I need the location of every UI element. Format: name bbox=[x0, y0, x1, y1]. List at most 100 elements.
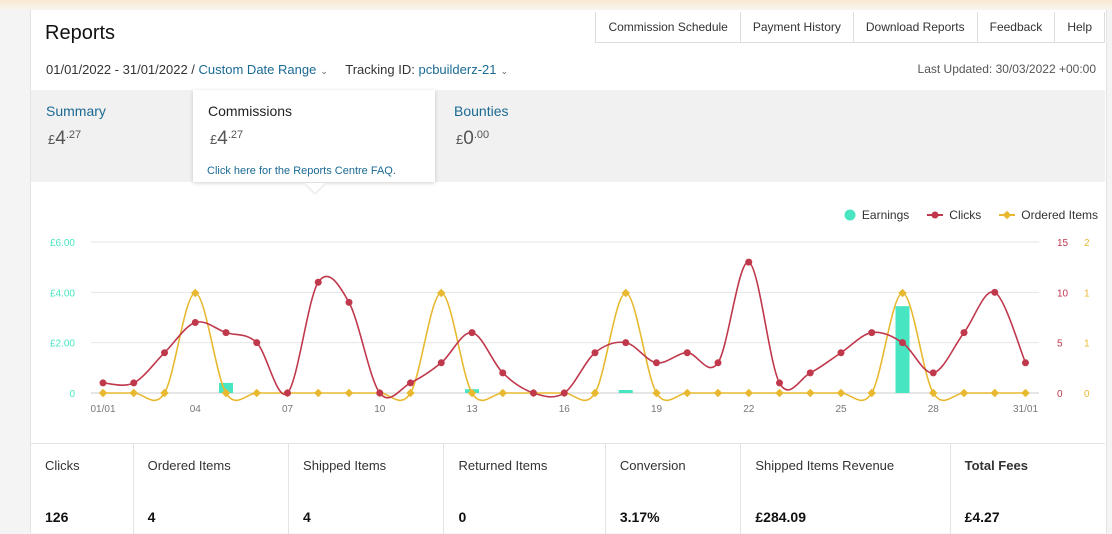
clicks-point bbox=[345, 298, 353, 306]
ordered-items-point bbox=[867, 388, 876, 398]
ordered-items-point bbox=[929, 388, 938, 398]
payment-history-button[interactable]: Payment History bbox=[739, 12, 853, 42]
tab-summary[interactable]: Summary £4.27 bbox=[31, 90, 193, 182]
earnings-bar bbox=[895, 306, 910, 393]
clicks-point bbox=[222, 329, 230, 337]
faq-link[interactable]: Click here for the Reports Centre FAQ. bbox=[207, 165, 396, 177]
ordered-items-point bbox=[498, 388, 507, 398]
legend-earnings[interactable]: Earnings bbox=[844, 208, 909, 222]
ordered-items-point bbox=[221, 388, 231, 398]
clicks-point bbox=[130, 379, 138, 387]
clicks-line bbox=[102, 261, 1027, 399]
commission-schedule-button[interactable]: Commission Schedule bbox=[608, 20, 728, 34]
bounties-amount: £0.00 bbox=[456, 128, 490, 149]
summary-tabs: Summary £4.27 Commissions £4.27 Click he… bbox=[31, 90, 1105, 182]
clicks-point bbox=[714, 359, 722, 367]
ordered-items-point bbox=[344, 388, 354, 398]
ordered-items-point bbox=[437, 288, 446, 298]
summary-amount: £4.27 bbox=[48, 128, 82, 149]
ordered-items-point bbox=[621, 288, 630, 298]
x-tick-label: 28 bbox=[928, 404, 940, 415]
ordered-items-point bbox=[406, 388, 415, 398]
clicks-point bbox=[191, 319, 199, 327]
ordered-items-point bbox=[590, 388, 600, 398]
ordered-items-point bbox=[990, 388, 999, 398]
ordered-items-point bbox=[252, 388, 261, 398]
y-right-ordered-tick-label: 2 bbox=[1084, 238, 1090, 249]
clicks-point bbox=[253, 339, 261, 347]
tab-commissions-label: Commissions bbox=[208, 103, 293, 119]
stat-returned-items: Returned Items 0 bbox=[444, 444, 606, 534]
clicks-point bbox=[899, 339, 906, 347]
chevron-down-icon[interactable]: ⌄ bbox=[320, 66, 328, 76]
clicks-point bbox=[868, 329, 876, 337]
x-tick-label: 19 bbox=[651, 404, 663, 415]
tracking-id-dropdown[interactable]: pcbuilderz-21 bbox=[418, 62, 497, 77]
x-tick-label: 07 bbox=[282, 404, 294, 415]
y-right-clicks-tick-label: 10 bbox=[1057, 288, 1069, 299]
y-left-tick-label: £2.00 bbox=[50, 339, 75, 350]
x-tick-label: 01/01 bbox=[90, 404, 115, 415]
date-range-dropdown[interactable]: Custom Date Range bbox=[198, 62, 317, 77]
y-left-tick-label: £6.00 bbox=[50, 238, 75, 249]
tab-bounties-label: Bounties bbox=[454, 103, 509, 119]
filter-bar: 01/01/2022 - 31/01/2022 / Custom Date Ra… bbox=[46, 62, 522, 77]
ordered-items-point bbox=[98, 388, 108, 398]
y-right-ordered-tick-label: 1 bbox=[1084, 288, 1090, 299]
ordered-items-point bbox=[898, 288, 907, 298]
x-tick-label: 10 bbox=[374, 404, 386, 415]
ordered-items-point bbox=[713, 388, 723, 398]
download-reports-button[interactable]: Download Reports bbox=[852, 12, 977, 42]
clicks-point bbox=[837, 349, 845, 357]
ordered-items-point bbox=[652, 388, 661, 398]
clicks-point bbox=[560, 389, 568, 397]
y-right-clicks-tick-label: 5 bbox=[1057, 339, 1063, 350]
ordered-items-point bbox=[836, 388, 846, 398]
ordered-items-point bbox=[775, 388, 784, 398]
legend-clicks[interactable]: Clicks bbox=[927, 208, 981, 222]
ordered-items-point bbox=[467, 388, 477, 398]
ordered-items-point bbox=[160, 388, 169, 398]
clicks-point bbox=[314, 278, 322, 286]
clicks-point bbox=[468, 329, 476, 337]
commissions-amount: £4.27 bbox=[210, 128, 244, 149]
chevron-down-icon[interactable]: ⌄ bbox=[500, 66, 509, 76]
stat-ordered-items: Ordered Items 4 bbox=[134, 444, 290, 534]
y-right-ordered-tick-label: 1 bbox=[1084, 339, 1090, 350]
page-title: Reports bbox=[45, 22, 116, 44]
tab-bounties[interactable]: Bounties £0.00 bbox=[439, 90, 639, 182]
chart-legend: Earnings Clicks Ordered Items bbox=[844, 208, 1098, 222]
clicks-point bbox=[591, 349, 599, 357]
y-left-tick-label: £4.00 bbox=[50, 288, 75, 299]
top-banner bbox=[0, 0, 1112, 10]
stat-clicks: Clicks 126 bbox=[31, 444, 134, 534]
ordered-items-point bbox=[806, 388, 815, 398]
clicks-point bbox=[929, 369, 937, 377]
x-tick-label: 16 bbox=[559, 404, 571, 415]
clicks-point bbox=[530, 389, 537, 397]
clicks-point bbox=[683, 349, 691, 357]
ordered-items-point bbox=[191, 288, 200, 298]
tab-commissions[interactable]: Commissions £4.27 Click here for the Rep… bbox=[193, 90, 435, 182]
y-left-tick-label: 0 bbox=[69, 389, 75, 400]
x-tick-label: 25 bbox=[835, 404, 847, 415]
stat-total-fees: Total Fees £4.27 bbox=[964, 458, 1028, 525]
report-nav: Commission Schedule Payment History Down… bbox=[595, 12, 1105, 43]
clicks-point bbox=[991, 288, 999, 296]
clicks-point bbox=[960, 329, 968, 337]
y-right-clicks-tick-label: 0 bbox=[1057, 389, 1063, 400]
y-right-ordered-tick-label: 0 bbox=[1084, 389, 1090, 400]
clicks-point bbox=[499, 369, 507, 377]
ordered-items-point bbox=[959, 388, 969, 398]
earnings-bar bbox=[219, 382, 233, 393]
clicks-point bbox=[1022, 359, 1029, 367]
help-button[interactable]: Help bbox=[1054, 12, 1104, 42]
legend-ordered-items[interactable]: Ordered Items bbox=[999, 208, 1098, 222]
ordered-items-line bbox=[103, 292, 1026, 402]
y-right-clicks-tick-label: 15 bbox=[1057, 238, 1069, 249]
last-updated: Last Updated: 30/03/2022 +00:00 bbox=[917, 62, 1096, 76]
feedback-button[interactable]: Feedback bbox=[976, 12, 1055, 42]
ordered-items-point bbox=[1021, 388, 1030, 398]
clicks-point bbox=[776, 379, 783, 387]
stats-row: Clicks 126 Ordered Items 4 Shipped Items 4 … bbox=[31, 443, 1105, 534]
